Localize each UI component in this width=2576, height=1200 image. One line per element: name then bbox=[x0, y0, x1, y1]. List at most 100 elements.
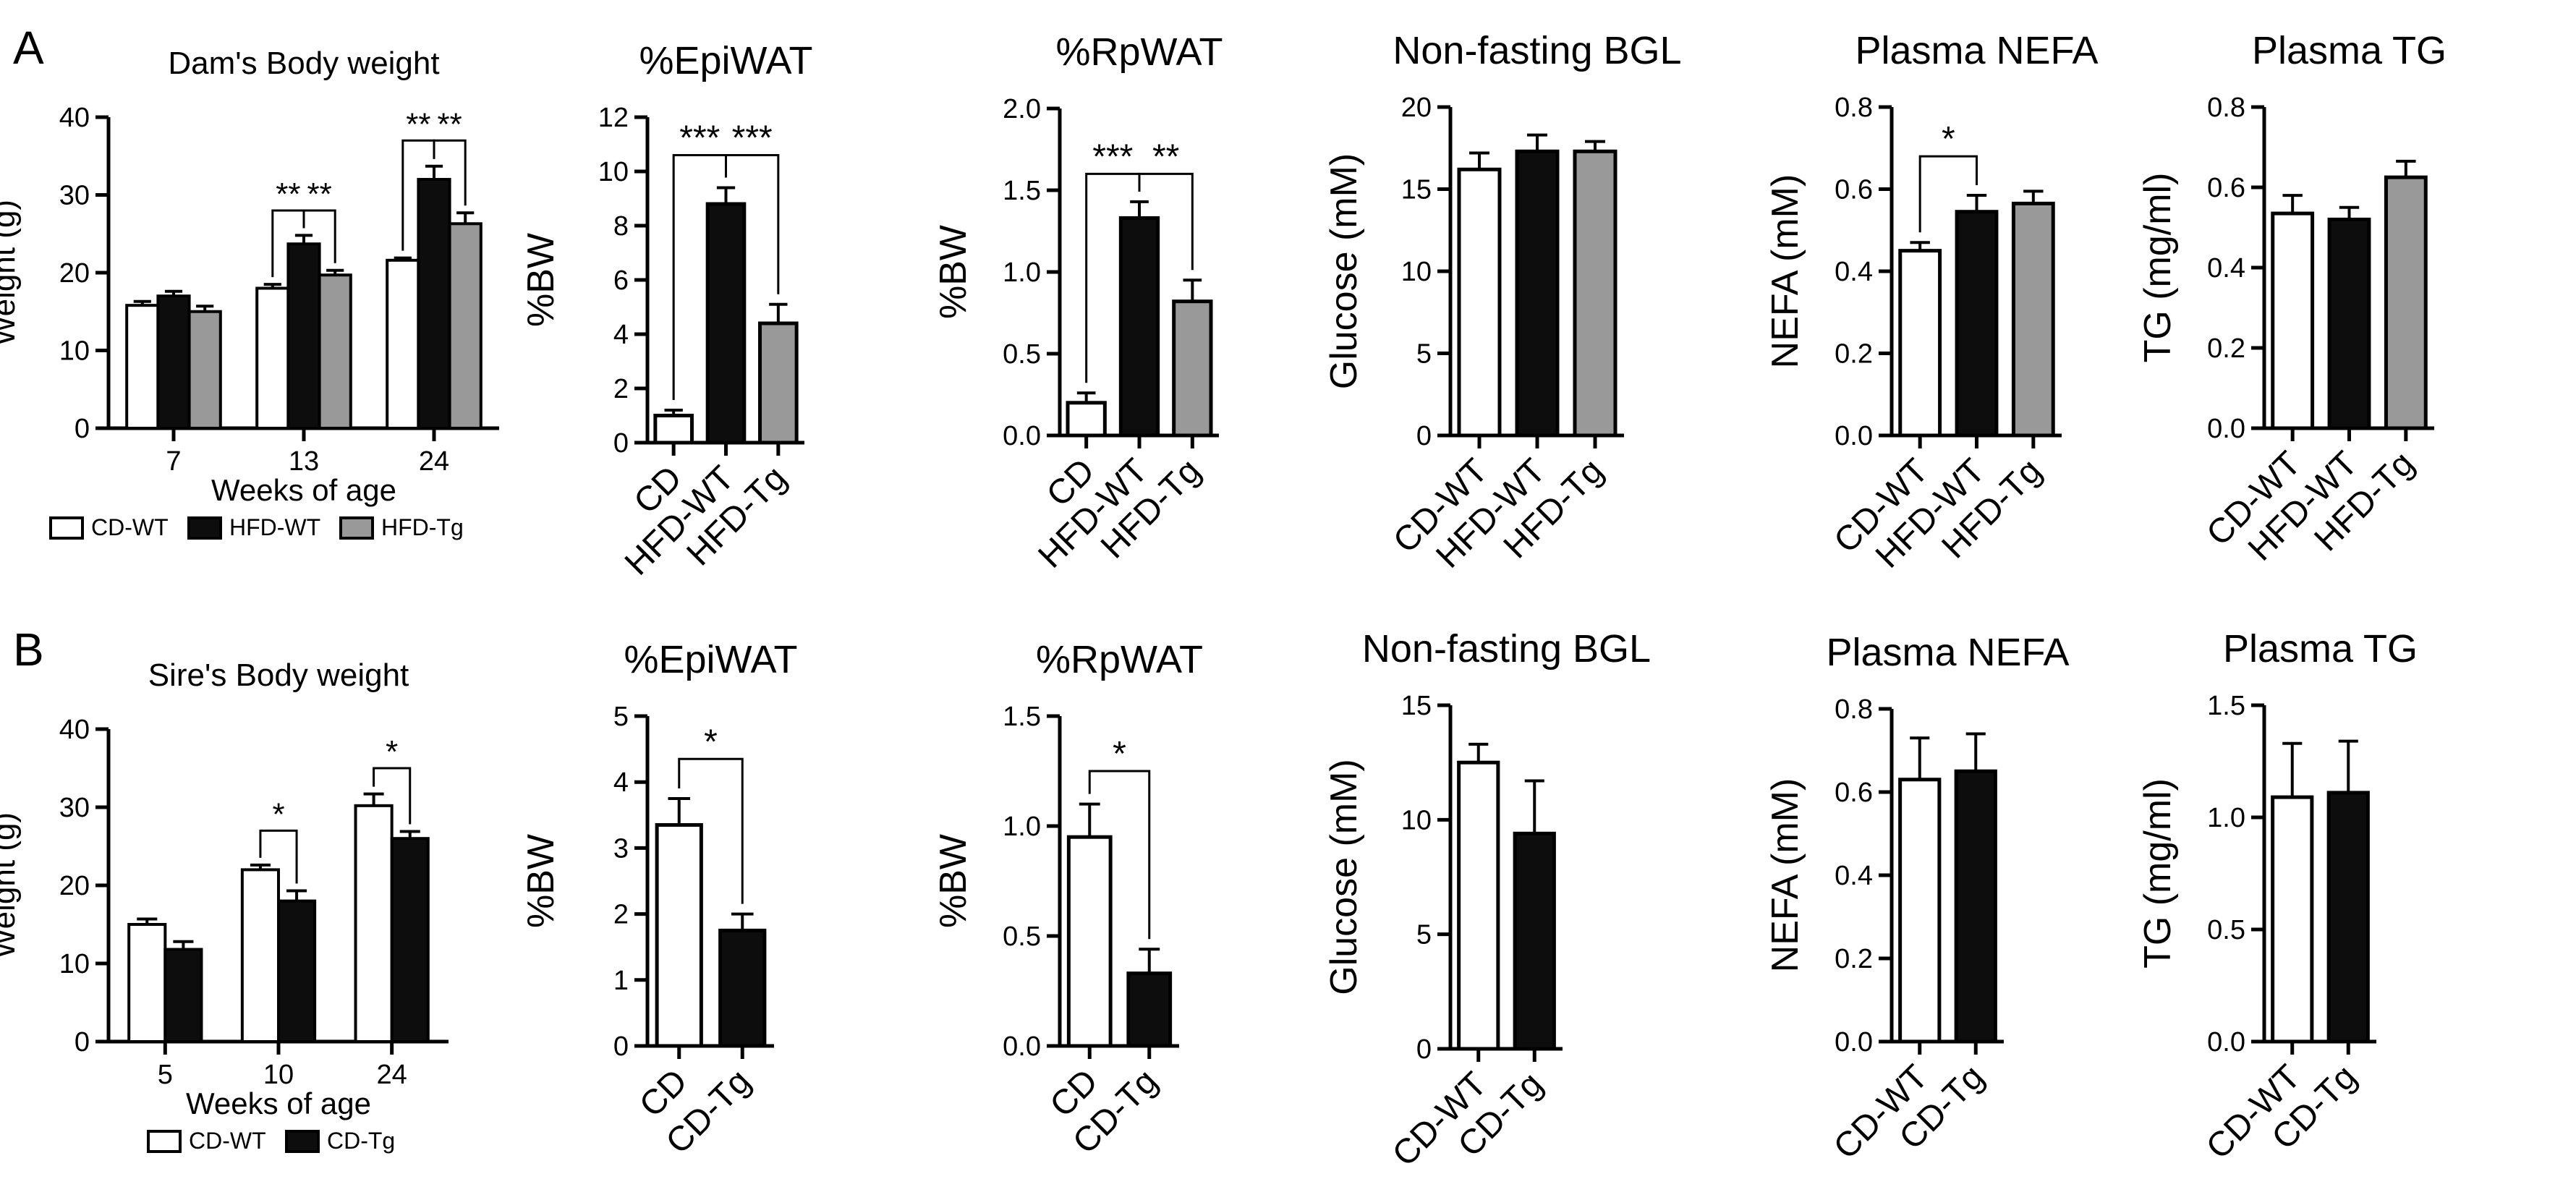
bar-cd-wt bbox=[127, 923, 167, 1043]
panel-label-a: A bbox=[13, 22, 44, 74]
panel-label-b: B bbox=[13, 624, 44, 676]
y-tick-label: 0.6 bbox=[2207, 173, 2245, 203]
y-tick-label: 0.0 bbox=[1003, 1031, 1041, 1062]
y-tick-label: 0.8 bbox=[1835, 694, 1873, 725]
y-tick-label: 5 bbox=[1416, 339, 1432, 370]
y-tick-label: 0.0 bbox=[1835, 1027, 1873, 1058]
chart-title: Plasma TG bbox=[2252, 29, 2447, 72]
y-tick-label: 0.0 bbox=[1835, 421, 1873, 451]
legend-entry: HFD-Tg bbox=[381, 514, 464, 540]
y-axis-label: Weight (g) bbox=[0, 200, 22, 346]
legend-swatch bbox=[187, 516, 222, 540]
y-tick-label: 0 bbox=[75, 414, 90, 444]
y-tick-label: 0 bbox=[613, 1031, 629, 1062]
y-tick-label: 2.0 bbox=[1003, 94, 1041, 124]
y-tick-label: 4 bbox=[613, 320, 629, 350]
y-tick-label: 0.0 bbox=[2207, 414, 2245, 444]
significance-marker: ** bbox=[307, 176, 331, 212]
y-tick-label: 1.0 bbox=[2207, 803, 2245, 833]
bar-cd bbox=[653, 414, 694, 445]
y-tick-label: 0.5 bbox=[1003, 339, 1041, 370]
y-tick-label: 30 bbox=[59, 181, 90, 211]
y-axis-label: %BW bbox=[520, 834, 562, 928]
y-tick-label: 5 bbox=[1416, 920, 1432, 950]
significance-bracket bbox=[678, 757, 744, 904]
y-tick-label: 10 bbox=[59, 949, 90, 979]
chart-title: Plasma NEFA bbox=[1855, 29, 2098, 72]
significance-bracket bbox=[1088, 770, 1151, 940]
y-axis-label: %BW bbox=[932, 225, 974, 319]
significance-marker: * bbox=[704, 723, 718, 761]
chart-title: %EpiWAT bbox=[624, 638, 797, 681]
y-tick-label: 10 bbox=[59, 336, 90, 367]
bar-cd-wt bbox=[2271, 795, 2314, 1044]
significance-marker: *** bbox=[732, 119, 773, 158]
chart-title: Sire's Body weight bbox=[148, 658, 409, 693]
y-tick-label: 0.0 bbox=[2207, 1027, 2245, 1058]
bar-hfd-tg bbox=[758, 321, 799, 445]
y-tick-label: 0.2 bbox=[1835, 339, 1873, 370]
bar-cd-wt bbox=[354, 804, 394, 1043]
significance-marker: ** bbox=[276, 176, 300, 212]
y-axis-label: NEFA (mM) bbox=[1764, 174, 1806, 369]
significance-bracket bbox=[1138, 172, 1194, 271]
bar-cd-wt bbox=[125, 304, 160, 430]
chart-a1: Dam's Body weight 0 10 20 30 40 Weight (g) 7 13 2… bbox=[0, 46, 499, 540]
significance-marker: *** bbox=[1092, 137, 1133, 176]
bar-hfd-wt bbox=[156, 294, 191, 430]
chart-title: %RpWAT bbox=[1055, 30, 1223, 74]
bar-hfd-tg bbox=[1573, 149, 1618, 438]
bar-hfd-wt bbox=[417, 178, 451, 430]
y-tick-label: 15 bbox=[1401, 691, 1432, 721]
bar-cd-tg bbox=[277, 899, 317, 1043]
y-tick-label: 15 bbox=[1401, 175, 1432, 205]
y-tick-label: 20 bbox=[59, 258, 90, 289]
y-axis-label: TG (mg/ml) bbox=[2137, 173, 2179, 363]
significance-marker: * bbox=[272, 796, 284, 832]
y-tick-label: 10 bbox=[1401, 805, 1432, 835]
y-axis-label: %BW bbox=[932, 834, 974, 928]
y-tick-label: 0.4 bbox=[1835, 861, 1873, 891]
y-axis-label: NEFA (mM) bbox=[1764, 778, 1806, 973]
significance-marker: ** bbox=[437, 106, 462, 142]
bar-cd-wt bbox=[255, 286, 290, 430]
bar-hfd-tg bbox=[318, 273, 352, 430]
chart-title: Dam's Body weight bbox=[168, 46, 439, 81]
significance-marker: ** bbox=[406, 106, 430, 142]
legend-entry: CD-WT bbox=[189, 1128, 266, 1154]
y-tick-label: 1.0 bbox=[1003, 812, 1041, 842]
y-tick-label: 40 bbox=[59, 103, 90, 133]
legend-entry: CD-Tg bbox=[327, 1128, 395, 1154]
bar-hfd-wt bbox=[705, 202, 747, 445]
legend-swatch bbox=[339, 516, 374, 540]
y-tick-label: 0.4 bbox=[1835, 257, 1873, 287]
x-tick-label: 13 bbox=[289, 446, 319, 477]
bar-cd-wt bbox=[1457, 760, 1500, 1051]
y-tick-label: 0.5 bbox=[1003, 922, 1041, 952]
bar-hfd-wt bbox=[1955, 210, 1999, 438]
chart-title: Non-fasting BGL bbox=[1393, 29, 1681, 72]
bar-hfd-tg bbox=[2011, 201, 2055, 438]
bar-cd-wt bbox=[1898, 249, 1942, 438]
y-tick-label: 6 bbox=[613, 265, 629, 296]
bar-hfd-tg bbox=[2384, 175, 2428, 430]
bar-cd-tg bbox=[1954, 769, 1997, 1044]
y-tick-label: 1 bbox=[613, 966, 629, 996]
y-tick-label: 0.2 bbox=[2207, 333, 2245, 364]
chart-title: %EpiWAT bbox=[639, 39, 812, 82]
y-tick-label: 4 bbox=[613, 767, 629, 798]
bar-hfd-wt bbox=[2327, 217, 2371, 430]
chart-b1: Sire's Body weight 0 10 20 30 40 Weight (g) 5 10… bbox=[0, 658, 449, 1154]
x-tick-label: 10 bbox=[263, 1060, 294, 1090]
chart-b6: Plasma TG0.00.51.01.5TG (mg/ml)CD-WTCD-T… bbox=[2137, 627, 2418, 1167]
significance-bracket bbox=[373, 767, 412, 825]
significance-marker: * bbox=[1113, 735, 1126, 773]
significance-bracket bbox=[433, 139, 467, 206]
bar-cd-tg bbox=[718, 928, 767, 1048]
bar-cd bbox=[1066, 401, 1107, 438]
bar-cd-tg bbox=[1513, 831, 1556, 1051]
